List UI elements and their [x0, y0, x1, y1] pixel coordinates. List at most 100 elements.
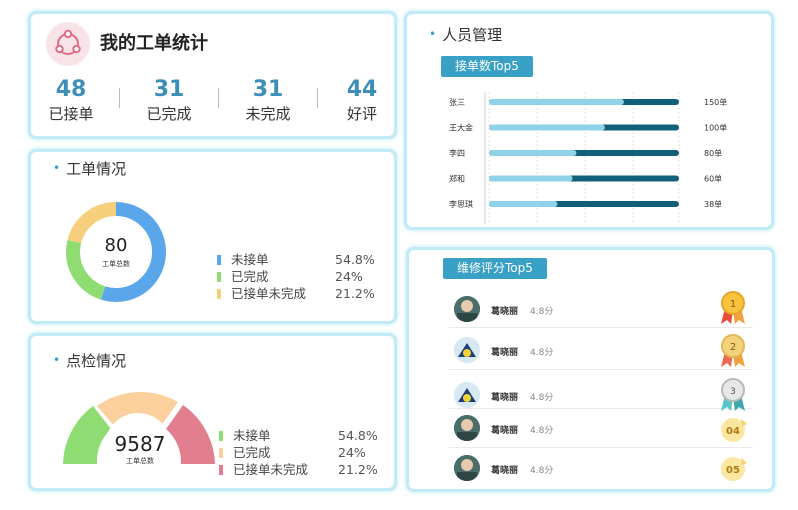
stat-label: 已接单	[48, 105, 94, 123]
bar-category-label: 张三	[449, 98, 465, 107]
legend-pct: 21.2%	[335, 286, 375, 301]
legend-item: 未接单	[219, 427, 271, 444]
donut-center-value: 80	[104, 235, 128, 256]
stat-accepted[interactable]: 48 已接单	[31, 77, 111, 125]
legend-pct: 54.8%	[335, 252, 375, 267]
legend-swatch	[217, 289, 221, 299]
bullet-icon: •	[53, 353, 61, 367]
bar-value-label: 150单	[704, 97, 727, 107]
silver-medal-icon: 2	[721, 334, 745, 367]
stat-value: 31	[153, 77, 185, 102]
avatar	[454, 455, 480, 481]
legend-item: 已完成	[217, 268, 269, 285]
bar-value-label: 100单	[704, 123, 727, 133]
bar-category-label: 郑和	[449, 174, 465, 184]
bar-fill	[489, 99, 624, 105]
rating-row[interactable]: 葛晓丽 4.8分	[449, 411, 749, 451]
rank-5-badge-icon: 05	[721, 457, 747, 481]
repair-rating-card: 维修评分Top5 葛晓丽 4.8分 葛晓丽 4.8分 葛晓丽 4.8分 葛晓丽 …	[406, 247, 775, 492]
donut-segment-completed	[66, 202, 166, 302]
bar-value-label: 60单	[704, 174, 722, 184]
bar-value-label: 80单	[704, 148, 722, 158]
section-title: • 工单情况	[53, 160, 127, 178]
bar-category-label: 王大金	[449, 123, 473, 133]
rating-name: 葛晓丽	[491, 307, 519, 317]
work-order-stats-card: 我的工单统计 48 已接单 31 已完成 31 未完成 44 好评	[28, 11, 397, 139]
bullet-icon: •	[429, 27, 437, 41]
avatar	[454, 382, 480, 408]
badge-rank: 04	[726, 426, 740, 437]
stat-label: 未完成	[245, 105, 291, 123]
divider	[317, 88, 318, 108]
rating-name: 葛晓丽	[491, 466, 519, 476]
rating-score: 4.8分	[530, 466, 554, 476]
bullet-icon: •	[53, 161, 61, 175]
rating-score: 4.8分	[530, 426, 554, 436]
tab-rating-top5[interactable]: 维修评分Top5	[443, 258, 547, 279]
stat-label: 好评	[346, 105, 377, 123]
avatar	[454, 415, 480, 441]
stat-value: 48	[55, 77, 87, 102]
rating-name: 葛晓丽	[491, 393, 519, 403]
rating-row[interactable]: 葛晓丽 4.8分	[449, 333, 749, 373]
gauge-center-label: 工单总数	[126, 457, 154, 465]
divider	[449, 369, 753, 370]
rank-4-badge-icon: 04	[721, 418, 747, 442]
gauge-segment-unaccepted	[63, 406, 111, 464]
stat-uncompleted[interactable]: 31 未完成	[228, 77, 308, 125]
rating-row[interactable]: 葛晓丽 4.8分	[449, 292, 749, 332]
gauge-center-value: 9587	[114, 432, 166, 456]
legend-item: 未接单	[217, 251, 269, 268]
legend-swatch	[217, 255, 221, 265]
rating-name: 葛晓丽	[491, 348, 519, 358]
legend-swatch	[219, 448, 223, 458]
personnel-management-card: • 人员管理 接单数Top5 张三 150单王大金 100单李四 80单郑和 60单李思琪…	[404, 11, 774, 230]
divider	[119, 88, 120, 108]
medal-rank: 1	[730, 299, 736, 310]
legend-item: 已完成	[219, 444, 271, 461]
divider	[449, 327, 753, 328]
rating-name: 葛晓丽	[491, 426, 519, 436]
bar-fill	[489, 201, 558, 207]
avatar	[454, 296, 480, 322]
stat-good-review[interactable]: 44 好评	[327, 77, 397, 125]
bar-fill	[489, 175, 573, 182]
rating-row[interactable]: 葛晓丽 4.8分	[449, 451, 749, 491]
stat-value: 44	[346, 77, 378, 102]
workorder-donut-chart	[66, 202, 166, 302]
legend-item: 已接单未完成	[219, 461, 308, 478]
bar-fill	[489, 150, 577, 156]
section-title: • 点检情况	[53, 352, 127, 370]
donut-segment-in-progress	[66, 202, 166, 302]
rating-score: 4.8分	[530, 393, 554, 403]
bar-category-label: 李思琪	[449, 199, 473, 209]
divider	[449, 447, 753, 448]
bar-fill	[489, 124, 605, 131]
legend-pct: 24%	[338, 445, 366, 460]
medal-rank: 3	[730, 387, 736, 397]
divider	[449, 408, 753, 409]
work-order-status-card: • 工单情况 80 工单总数 未接单 54.8% 已完成 24% 已接单未完成 2…	[28, 149, 397, 324]
section-title: • 人员管理	[429, 26, 503, 44]
legend-pct: 24%	[335, 269, 363, 284]
inspection-gauge-chart	[63, 392, 215, 479]
rating-score: 4.8分	[530, 307, 554, 317]
stat-completed[interactable]: 31 已完成	[129, 77, 209, 125]
avatar	[454, 337, 480, 363]
stats-title: 我的工单统计	[100, 33, 208, 54]
rating-row[interactable]: 葛晓丽 4.8分	[449, 378, 749, 418]
legend-pct: 54.8%	[338, 428, 378, 443]
medal-rank: 2	[730, 342, 736, 353]
tab-orders-top5[interactable]: 接单数Top5	[441, 56, 533, 77]
bar-category-label: 李四	[449, 148, 465, 158]
legend-swatch	[219, 431, 223, 441]
legend-pct: 21.2%	[338, 462, 378, 477]
bar-value-label: 38单	[704, 199, 722, 209]
legend-swatch	[217, 272, 221, 282]
gold-medal-icon: 1	[721, 291, 745, 324]
legend-swatch	[219, 465, 223, 475]
stat-label: 已完成	[146, 105, 192, 123]
donut-center-label: 工单总数	[102, 260, 130, 268]
gauge-segment-completed	[97, 392, 178, 427]
